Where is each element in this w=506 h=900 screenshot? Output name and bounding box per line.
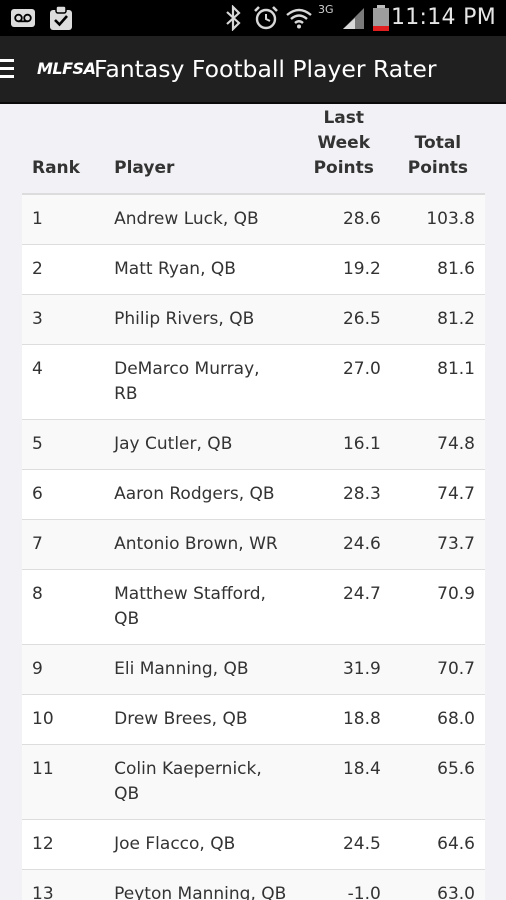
table-row[interactable]: 11 Colin Kaepernick, QB 18.4 65.6 xyxy=(22,744,485,820)
rank-cell: 1 xyxy=(22,193,105,245)
rank-cell: 10 xyxy=(22,694,105,745)
header-line: Points xyxy=(407,158,469,178)
total-points-cell: 81.1 xyxy=(390,344,485,420)
column-header-last-week-points: Last Week Points xyxy=(296,104,391,195)
wifi-icon xyxy=(284,0,314,36)
total-points-cell: 65.6 xyxy=(390,744,485,820)
rank-cell: 2 xyxy=(22,244,105,295)
total-points-cell: 63.0 xyxy=(390,869,485,900)
player-cell: Joe Flacco, QB xyxy=(104,819,297,870)
battery-icon xyxy=(370,0,392,36)
rank-cell: 12 xyxy=(22,819,105,870)
clipboard-check-icon xyxy=(48,0,74,36)
total-points-cell: 81.2 xyxy=(390,294,485,345)
total-points-cell: 74.7 xyxy=(390,469,485,520)
table-row[interactable]: 12 Joe Flacco, QB 24.5 64.6 xyxy=(22,819,485,870)
table-row[interactable]: 6 Aaron Rodgers, QB 28.3 74.7 xyxy=(22,469,485,520)
total-points-cell: 64.6 xyxy=(390,819,485,870)
total-points-cell: 81.6 xyxy=(390,244,485,295)
player-cell: Matt Ryan, QB xyxy=(104,244,297,295)
rank-cell: 13 xyxy=(22,869,105,900)
last-week-points-cell: 16.1 xyxy=(296,419,391,470)
rank-cell: 8 xyxy=(22,569,105,645)
header-line: Last xyxy=(323,108,365,128)
table-row[interactable]: 10 Drew Brees, QB 18.8 68.0 xyxy=(22,694,485,745)
player-rater-table: Rank Player Last Week Points Total Point… xyxy=(22,104,485,900)
last-week-points-cell: 18.4 xyxy=(296,744,391,820)
table-row[interactable]: 5 Jay Cutler, QB 16.1 74.8 xyxy=(22,419,485,470)
last-week-points-cell: 27.0 xyxy=(296,344,391,420)
player-cell: DeMarco Murray, RB xyxy=(104,344,297,420)
player-cell: Drew Brees, QB xyxy=(104,694,297,745)
last-week-points-cell: 19.2 xyxy=(296,244,391,295)
player-cell: Antonio Brown, WR xyxy=(104,519,297,570)
table-header-row: Rank Player Last Week Points Total Point… xyxy=(22,104,485,195)
last-week-points-cell: -1.0 xyxy=(296,869,391,900)
rank-cell: 7 xyxy=(22,519,105,570)
player-cell: Philip Rivers, QB xyxy=(104,294,297,345)
voicemail-icon xyxy=(8,0,38,36)
player-cell: Colin Kaepernick, QB xyxy=(104,744,297,820)
last-week-points-cell: 26.5 xyxy=(296,294,391,345)
menu-icon[interactable] xyxy=(0,59,14,79)
last-week-points-cell: 31.9 xyxy=(296,644,391,695)
table-row[interactable]: 8 Matthew Stafford, QB 24.7 70.9 xyxy=(22,569,485,645)
total-points-cell: 68.0 xyxy=(390,694,485,745)
player-rater-list[interactable]: Rank Player Last Week Points Total Point… xyxy=(0,104,506,900)
total-points-cell: 74.8 xyxy=(390,419,485,470)
last-week-points-cell: 24.5 xyxy=(296,819,391,870)
app-bar: MLFSA Fantasy Football Player Rater xyxy=(0,36,506,104)
network-type-label: 3G xyxy=(318,3,334,16)
table-row[interactable]: 4 DeMarco Murray, RB 27.0 81.1 xyxy=(22,344,485,420)
player-cell: Matthew Stafford, QB xyxy=(104,569,297,645)
rank-cell: 9 xyxy=(22,644,105,695)
header-line: Total xyxy=(414,133,462,153)
table-row[interactable]: 3 Philip Rivers, QB 26.5 81.2 xyxy=(22,294,485,345)
column-header-total-points: Total Points xyxy=(390,104,485,195)
rank-cell: 3 xyxy=(22,294,105,345)
header-line: Points xyxy=(313,158,374,178)
column-header-rank: Rank xyxy=(22,104,105,195)
status-bar: 3G 11:14 PM xyxy=(0,0,506,36)
total-points-cell: 70.7 xyxy=(390,644,485,695)
status-time: 11:14 PM xyxy=(390,5,496,30)
total-points-cell: 70.9 xyxy=(390,569,485,645)
table-row[interactable]: 2 Matt Ryan, QB 19.2 81.6 xyxy=(22,244,485,295)
rank-cell: 6 xyxy=(22,469,105,520)
total-points-cell: 103.8 xyxy=(390,193,485,245)
player-cell: Andrew Luck, QB xyxy=(104,193,297,245)
rank-cell: 4 xyxy=(22,344,105,420)
app-logo[interactable]: MLFSA xyxy=(37,59,96,78)
total-points-cell: 73.7 xyxy=(390,519,485,570)
signal-icon xyxy=(340,0,366,36)
player-cell: Jay Cutler, QB xyxy=(104,419,297,470)
last-week-points-cell: 28.6 xyxy=(296,193,391,245)
last-week-points-cell: 24.6 xyxy=(296,519,391,570)
table-row[interactable]: 7 Antonio Brown, WR 24.6 73.7 xyxy=(22,519,485,570)
rank-cell: 11 xyxy=(22,744,105,820)
table-row[interactable]: 13 Peyton Manning, QB -1.0 63.0 xyxy=(22,869,485,900)
header-line: Week xyxy=(317,133,370,153)
table-row[interactable]: 1 Andrew Luck, QB 28.6 103.8 xyxy=(22,193,485,245)
last-week-points-cell: 28.3 xyxy=(296,469,391,520)
page-title: Fantasy Football Player Rater xyxy=(94,55,437,83)
column-header-player: Player xyxy=(104,104,297,195)
last-week-points-cell: 24.7 xyxy=(296,569,391,645)
alarm-icon xyxy=(252,0,280,36)
table-row[interactable]: 9 Eli Manning, QB 31.9 70.7 xyxy=(22,644,485,695)
player-cell: Peyton Manning, QB xyxy=(104,869,297,900)
bluetooth-icon xyxy=(222,0,244,36)
player-cell: Eli Manning, QB xyxy=(104,644,297,695)
rank-cell: 5 xyxy=(22,419,105,470)
last-week-points-cell: 18.8 xyxy=(296,694,391,745)
player-cell: Aaron Rodgers, QB xyxy=(104,469,297,520)
